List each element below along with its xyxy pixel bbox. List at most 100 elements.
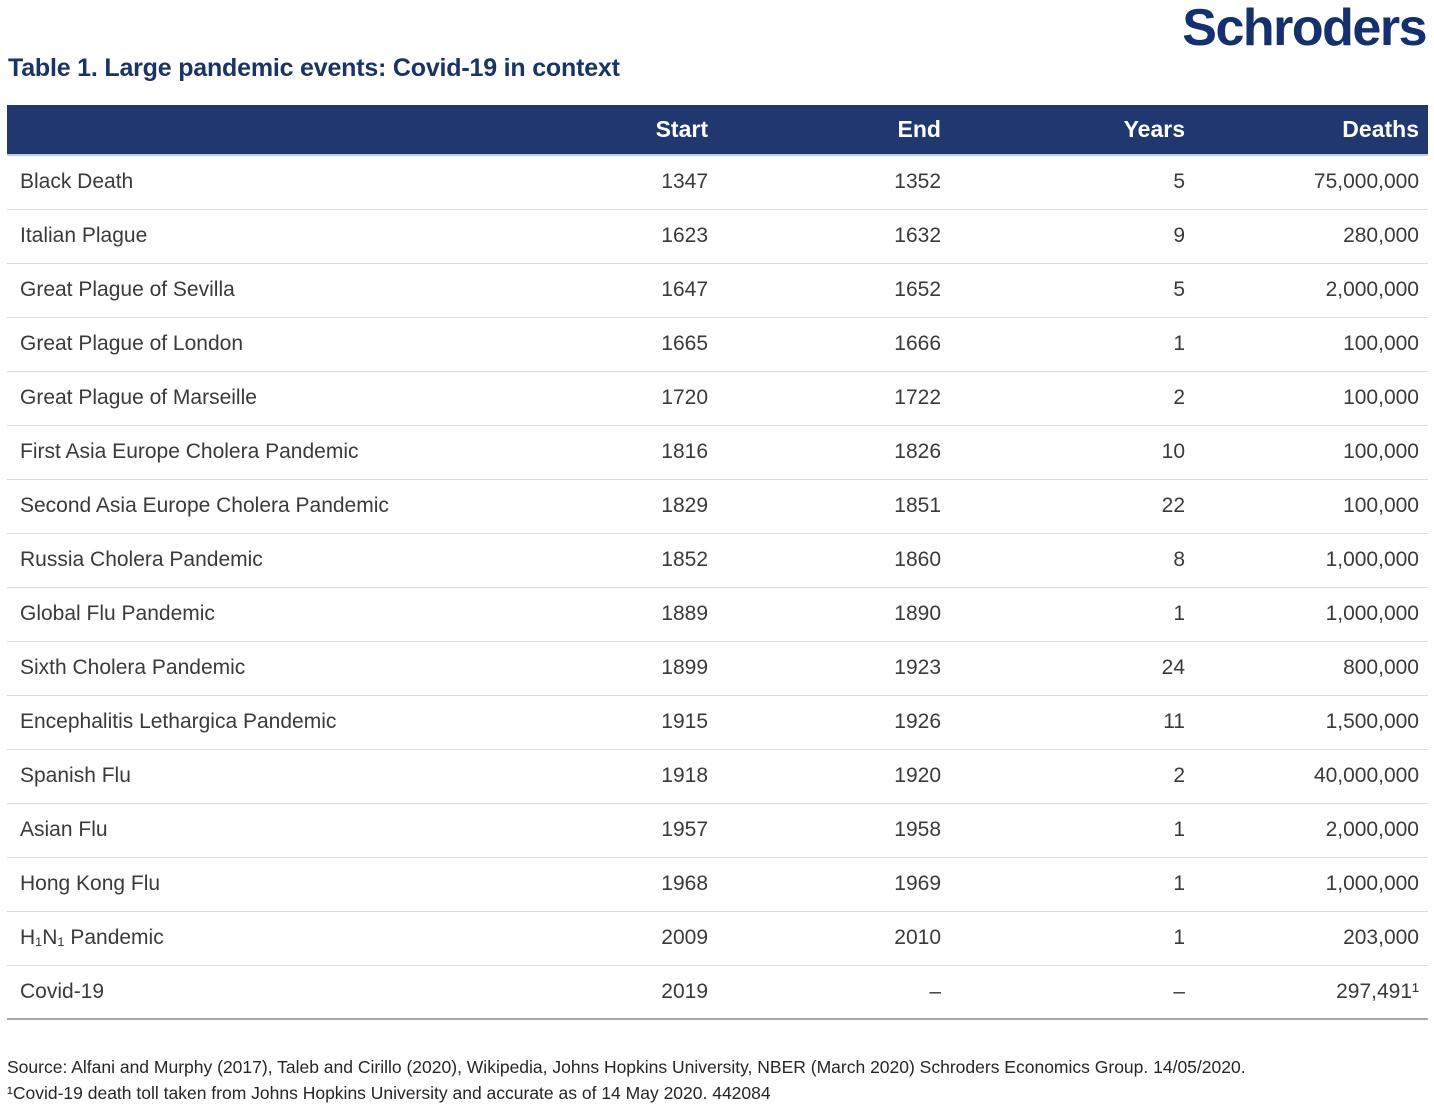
column-header-end: End <box>708 105 941 156</box>
years-cell: 1 <box>941 910 1185 965</box>
years-cell: – <box>941 964 1185 1020</box>
table-row: Second Asia Europe Cholera Pandemic 1829… <box>7 478 1428 533</box>
start-cell: 1899 <box>500 640 708 695</box>
years-cell: 2 <box>941 748 1185 803</box>
deaths-cell: 100,000 <box>1185 316 1428 371</box>
pandemic-name-cell: Black Death <box>20 170 134 194</box>
table-row: Great Plague of Sevilla 1647 1652 5 2,00… <box>7 262 1428 317</box>
pandemic-name-cell: Russia Cholera Pandemic <box>7 532 500 587</box>
years-cell: 9 <box>941 208 1185 263</box>
deaths-cell: 1,000,000 <box>1185 856 1428 911</box>
pandemic-name-cell: Encephalitis Lethargica Pandemic <box>7 694 500 749</box>
deaths-cell: 280,000 <box>1185 208 1428 263</box>
years-cell: 1 <box>941 856 1185 911</box>
start-cell: 1915 <box>500 694 708 749</box>
start-cell: 1816 <box>500 424 708 479</box>
years-cell: 2 <box>941 370 1185 425</box>
pandemic-name-cell: Spanish Flu <box>7 748 500 803</box>
pandemic-name-cell: Hong Kong Flu <box>7 856 500 911</box>
column-header-start: Start <box>500 105 708 156</box>
table-row: Encephalitis Lethargica Pandemic 1915 19… <box>7 694 1428 749</box>
years-cell: 11 <box>941 694 1185 749</box>
end-cell: 1666 <box>708 316 941 371</box>
header-row: Start End Years Deaths <box>7 105 1428 156</box>
end-cell: 1860 <box>708 532 941 587</box>
deaths-cell: 100,000 <box>1185 478 1428 533</box>
source-footer: Source: Alfani and Murphy (2017), Taleb … <box>7 1054 1427 1106</box>
table-title: Table 1. Large pandemic events: Covid-19… <box>8 54 620 82</box>
column-header-years: Years <box>941 105 1185 156</box>
years-cell: 1 <box>941 586 1185 641</box>
start-cell: 1647 <box>500 262 708 317</box>
years-cell: 10 <box>941 424 1185 479</box>
deaths-cell: 203,000 <box>1185 910 1428 965</box>
schroders-logo: Schroders <box>1182 0 1427 57</box>
table-row: Great Plague of Marseille 1720 1722 2 10… <box>7 370 1428 425</box>
table-row: Russia Cholera Pandemic 1852 1860 8 1,00… <box>7 532 1428 587</box>
end-cell: 1923 <box>708 640 941 695</box>
pandemic-name-cell: Italian Plague <box>7 208 500 263</box>
table-row: Sixth Cholera Pandemic 1899 1923 24 800,… <box>7 640 1428 695</box>
end-cell: – <box>708 964 941 1020</box>
deaths-cell: 800,000 <box>1185 640 1428 695</box>
end-cell: 1652 <box>708 262 941 317</box>
start-cell: 1918 <box>500 748 708 803</box>
deaths-cell: 100,000 <box>1185 424 1428 479</box>
end-cell: 1851 <box>708 478 941 533</box>
end-cell: 1722 <box>708 370 941 425</box>
start-cell: 1665 <box>500 316 708 371</box>
end-cell: 1352 <box>894 170 941 194</box>
start-cell: 2009 <box>500 910 708 965</box>
pandemic-name-cell: Covid-19 <box>7 964 500 1020</box>
end-cell: 1958 <box>708 802 941 857</box>
pandemic-name-cell: Sixth Cholera Pandemic <box>7 640 500 695</box>
table-row: Black Death 1347 1352 5 75,000,000 <box>7 155 1428 209</box>
years-cell: 1 <box>941 802 1185 857</box>
end-cell: 1632 <box>708 208 941 263</box>
deaths-cell: 2,000,000 <box>1185 262 1428 317</box>
end-cell: 2010 <box>708 910 941 965</box>
column-header-event <box>7 105 500 156</box>
years-cell: 8 <box>941 532 1185 587</box>
pandemic-name-cell: Global Flu Pandemic <box>7 586 500 641</box>
pandemic-name-cell: H₁N₁ Pandemic <box>7 910 500 965</box>
pandemic-name-cell: First Asia Europe Cholera Pandemic <box>7 424 500 479</box>
years-cell: 24 <box>941 640 1185 695</box>
column-header-deaths: Deaths <box>1185 105 1428 156</box>
pandemic-name-cell: Asian Flu <box>7 802 500 857</box>
start-cell: 1968 <box>500 856 708 911</box>
table-body: Black Death 1347 1352 5 75,000,000 Itali… <box>7 155 1428 1020</box>
end-cell: 1890 <box>708 586 941 641</box>
pandemic-events-table: Start End Years Deaths Black Death 1347 … <box>7 105 1428 1020</box>
deaths-cell: 100,000 <box>1185 370 1428 425</box>
start-cell: 1347 <box>661 170 708 194</box>
pandemic-name-cell: Second Asia Europe Cholera Pandemic <box>7 478 500 533</box>
end-cell: 1920 <box>708 748 941 803</box>
start-cell: 1889 <box>500 586 708 641</box>
start-cell: 1829 <box>500 478 708 533</box>
years-cell: 5 <box>1173 170 1185 194</box>
deaths-cell: 297,491¹ <box>1185 964 1428 1020</box>
end-cell: 1826 <box>708 424 941 479</box>
years-cell: 22 <box>941 478 1185 533</box>
deaths-cell: 1,000,000 <box>1185 586 1428 641</box>
table-row: Asian Flu 1957 1958 1 2,000,000 <box>7 802 1428 857</box>
start-cell: 1852 <box>500 532 708 587</box>
deaths-cell: 1,000,000 <box>1185 532 1428 587</box>
table-header: Start End Years Deaths <box>7 105 1428 156</box>
source-line: Source: Alfani and Murphy (2017), Taleb … <box>7 1057 1246 1077</box>
deaths-cell: 1,500,000 <box>1185 694 1428 749</box>
years-cell: 5 <box>941 262 1185 317</box>
end-cell: 1926 <box>708 694 941 749</box>
table-row: First Asia Europe Cholera Pandemic 1816 … <box>7 424 1428 479</box>
start-cell: 2019 <box>500 964 708 1020</box>
end-cell: 1969 <box>708 856 941 911</box>
table-row: Covid-19 2019 – – 297,491¹ <box>7 964 1428 1020</box>
pandemic-name-cell: Great Plague of Marseille <box>7 370 500 425</box>
pandemic-name-cell: Great Plague of London <box>7 316 500 371</box>
footnote-line: ¹Covid-19 death toll taken from Johns Ho… <box>7 1083 771 1103</box>
pandemic-name-cell: Great Plague of Sevilla <box>7 262 500 317</box>
start-cell: 1623 <box>500 208 708 263</box>
table-row: Hong Kong Flu 1968 1969 1 1,000,000 <box>7 856 1428 911</box>
